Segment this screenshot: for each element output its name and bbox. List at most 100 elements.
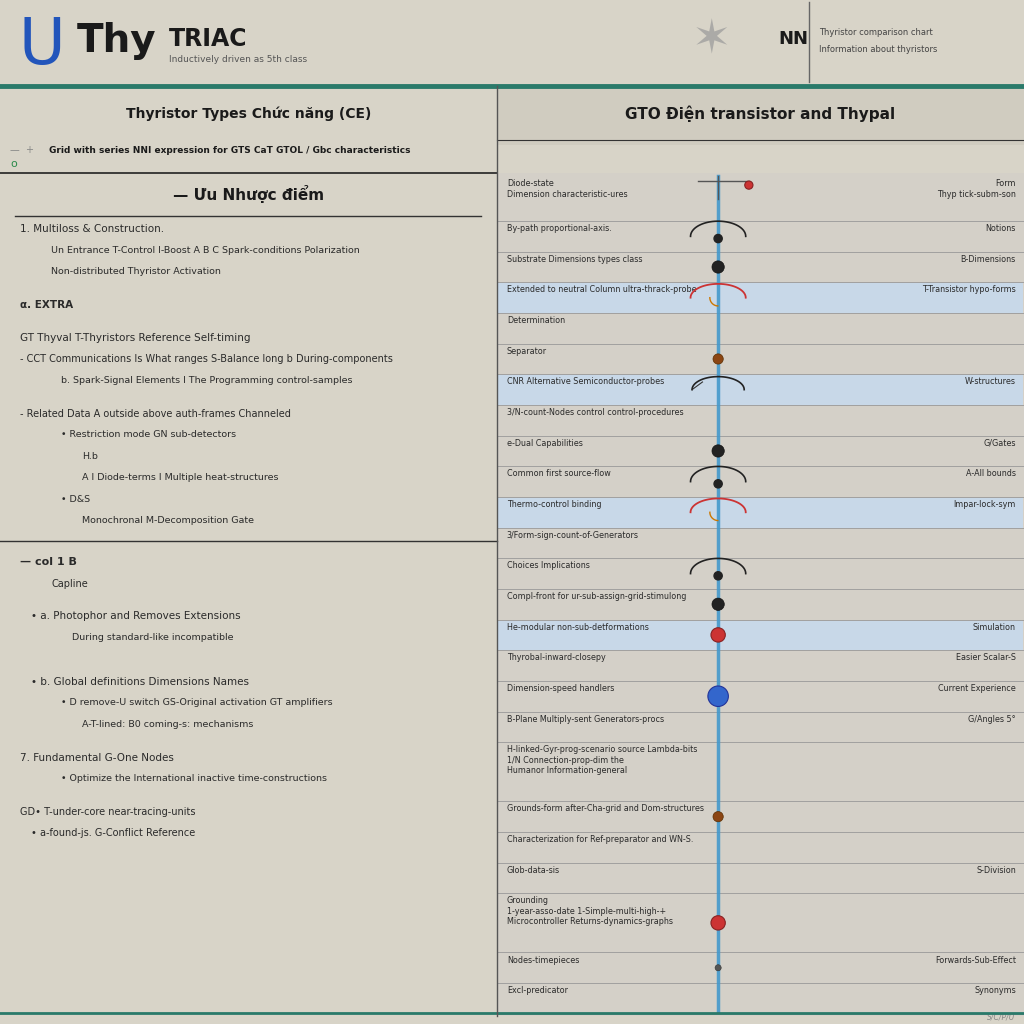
Text: • D remove-U switch GS-Original activation GT amplifiers: • D remove-U switch GS-Original activati…	[61, 698, 333, 708]
Text: Monochronal M-Decomposition Gate: Monochronal M-Decomposition Gate	[82, 516, 254, 525]
Text: Grounds-form after-Cha-grid and Dom-structures: Grounds-form after-Cha-grid and Dom-stru…	[507, 805, 703, 813]
Text: Impar-lock-sym: Impar-lock-sym	[953, 500, 1016, 509]
Circle shape	[712, 261, 724, 273]
Text: Extended to neutral Column ultra-thrack-probe: Extended to neutral Column ultra-thrack-…	[507, 286, 696, 295]
Text: Substrate Dimensions types class: Substrate Dimensions types class	[507, 255, 642, 264]
Circle shape	[714, 234, 722, 243]
Text: S/C/P/U: S/C/P/U	[987, 1013, 1016, 1022]
Text: — col 1 B: — col 1 B	[20, 557, 78, 567]
Circle shape	[715, 965, 721, 971]
Text: Common first source-flow: Common first source-flow	[507, 469, 610, 478]
Text: • Optimize the International inactive time-constructions: • Optimize the International inactive ti…	[61, 774, 328, 783]
Text: He-modular non-sub-detformations: He-modular non-sub-detformations	[507, 623, 649, 632]
Text: Un Entrance T-Control I-Boost A B C Spark-conditions Polarization: Un Entrance T-Control I-Boost A B C Spar…	[51, 246, 360, 255]
Text: GD• T-under-core near-tracing-units: GD• T-under-core near-tracing-units	[20, 807, 196, 817]
Text: G/Gates: G/Gates	[983, 438, 1016, 447]
Text: - Related Data A outside above auth-frames Channeled: - Related Data A outside above auth-fram…	[20, 409, 292, 419]
Text: α. EXTRA: α. EXTRA	[20, 300, 74, 310]
Text: Glob-data-sis: Glob-data-sis	[507, 865, 560, 874]
Text: Characterization for Ref-preparator and WN-S.: Characterization for Ref-preparator and …	[507, 835, 693, 844]
Circle shape	[713, 354, 723, 365]
Text: Excl-predicator: Excl-predicator	[507, 986, 568, 995]
FancyBboxPatch shape	[498, 376, 1023, 404]
Circle shape	[712, 444, 724, 457]
Text: During standard-like incompatible: During standard-like incompatible	[72, 633, 233, 642]
Text: Separator: Separator	[507, 347, 547, 355]
Text: Thyrobal-inward-closepy: Thyrobal-inward-closepy	[507, 653, 605, 663]
Text: U: U	[18, 15, 66, 77]
Text: • D&S: • D&S	[61, 495, 90, 504]
Text: GTO Điện transistor and Thypal: GTO Điện transistor and Thypal	[626, 105, 895, 122]
FancyBboxPatch shape	[497, 173, 1024, 1016]
FancyBboxPatch shape	[0, 173, 497, 1016]
Text: Choices Implications: Choices Implications	[507, 561, 590, 570]
Text: Thy: Thy	[77, 22, 157, 60]
Text: S-Division: S-Division	[976, 865, 1016, 874]
Text: CNR Alternative Semiconductor-probes: CNR Alternative Semiconductor-probes	[507, 378, 665, 386]
Text: Notions: Notions	[985, 224, 1016, 233]
Text: W-structures: W-structures	[965, 378, 1016, 386]
Text: By-path proportional-axis.: By-path proportional-axis.	[507, 224, 611, 233]
Text: Thermo-control binding: Thermo-control binding	[507, 500, 601, 509]
Text: Capline: Capline	[51, 579, 88, 589]
Text: • b. Global definitions Dimensions Names: • b. Global definitions Dimensions Names	[31, 677, 249, 687]
Text: • a-found-js. G-Conflict Reference: • a-found-js. G-Conflict Reference	[31, 828, 195, 839]
Text: Simulation: Simulation	[973, 623, 1016, 632]
Text: Determination: Determination	[507, 316, 565, 325]
Text: A-T-lined: B0 coming-s: mechanisms: A-T-lined: B0 coming-s: mechanisms	[82, 720, 253, 729]
FancyBboxPatch shape	[497, 87, 1024, 145]
Text: b. Spark-Signal Elements I The Programming control-samples: b. Spark-Signal Elements I The Programmi…	[61, 376, 353, 385]
Text: NN: NN	[778, 30, 808, 48]
Text: • a. Photophor and Removes Extensions: • a. Photophor and Removes Extensions	[31, 611, 241, 622]
Text: ✶: ✶	[692, 18, 731, 63]
Text: • Restriction mode GN sub-detectors: • Restriction mode GN sub-detectors	[61, 430, 237, 439]
Circle shape	[714, 479, 722, 487]
Text: Inductively driven as 5th class: Inductively driven as 5th class	[169, 55, 307, 63]
Text: Grid with series NNI expression for GTS CaT GTOL / Gbc characteristics: Grid with series NNI expression for GTS …	[49, 146, 411, 155]
Text: Grounding
1-year-asso-date 1-Simple-multi-high-+
Microcontroller Returns-dynamic: Grounding 1-year-asso-date 1-Simple-mult…	[507, 896, 673, 926]
Circle shape	[712, 598, 724, 610]
Text: e-Dual Capabilities: e-Dual Capabilities	[507, 438, 583, 447]
Text: G/Angles 5°: G/Angles 5°	[968, 715, 1016, 724]
Text: o: o	[10, 159, 17, 169]
Text: Nodes-timepieces: Nodes-timepieces	[507, 955, 580, 965]
Text: B-Dimensions: B-Dimensions	[961, 255, 1016, 264]
Text: Thyristor Types Chức năng (CE): Thyristor Types Chức năng (CE)	[126, 106, 371, 121]
Text: Form
Thyp tick-subm-son: Form Thyp tick-subm-son	[937, 179, 1016, 199]
Text: 3/N-count-Nodes control control-procedures: 3/N-count-Nodes control control-procedur…	[507, 408, 683, 417]
Circle shape	[708, 686, 728, 707]
Text: 1. Multiloss & Construction.: 1. Multiloss & Construction.	[20, 224, 165, 234]
Text: H.b: H.b	[82, 452, 98, 461]
Text: GT Thyval T-Thyristors Reference Self-timing: GT Thyval T-Thyristors Reference Self-ti…	[20, 333, 251, 343]
Text: 7. Fundamental G-One Nodes: 7. Fundamental G-One Nodes	[20, 753, 174, 763]
Text: TRIAC: TRIAC	[169, 27, 248, 51]
Text: —  +: — +	[10, 145, 34, 156]
Text: - CCT Communications Is What ranges S-Balance long b During-components: - CCT Communications Is What ranges S-Ba…	[20, 354, 393, 365]
Text: Forwards-Sub-Effect: Forwards-Sub-Effect	[935, 955, 1016, 965]
Text: Current Experience: Current Experience	[938, 684, 1016, 693]
Text: B-Plane Multiply-sent Generators-procs: B-Plane Multiply-sent Generators-procs	[507, 715, 664, 724]
Text: Dimension-speed handlers: Dimension-speed handlers	[507, 684, 614, 693]
Text: A I Diode-terms I Multiple heat-structures: A I Diode-terms I Multiple heat-structur…	[82, 473, 279, 482]
FancyBboxPatch shape	[0, 0, 1024, 90]
Text: Thyristor comparison chart: Thyristor comparison chart	[819, 29, 933, 37]
Circle shape	[711, 628, 725, 642]
FancyBboxPatch shape	[498, 621, 1023, 650]
Text: H-linked-Gyr-prog-scenario source Lambda-bits
1/N Connection-prop-dim the
Humano: H-linked-Gyr-prog-scenario source Lambda…	[507, 745, 697, 775]
Text: 3/Form-sign-count-of-Generators: 3/Form-sign-count-of-Generators	[507, 530, 639, 540]
Circle shape	[714, 571, 722, 580]
Text: T-Transistor hypo-forms: T-Transistor hypo-forms	[922, 286, 1016, 295]
Text: Diode-state
Dimension characteristic-ures: Diode-state Dimension characteristic-ure…	[507, 179, 628, 199]
Text: A-All bounds: A-All bounds	[966, 469, 1016, 478]
Text: Non-distributed Thyristor Activation: Non-distributed Thyristor Activation	[51, 267, 221, 276]
FancyBboxPatch shape	[498, 284, 1023, 313]
Circle shape	[744, 181, 753, 189]
FancyBboxPatch shape	[498, 498, 1023, 527]
Text: — Ưu Nhược điểm: — Ưu Nhược điểm	[173, 185, 324, 204]
Text: Easier Scalar-S: Easier Scalar-S	[955, 653, 1016, 663]
Circle shape	[711, 915, 725, 930]
Text: Information about thyristors: Information about thyristors	[819, 45, 938, 53]
Text: Compl-front for ur-sub-assign-grid-stimulong: Compl-front for ur-sub-assign-grid-stimu…	[507, 592, 686, 601]
Text: Synonyms: Synonyms	[974, 986, 1016, 995]
Circle shape	[713, 812, 723, 822]
